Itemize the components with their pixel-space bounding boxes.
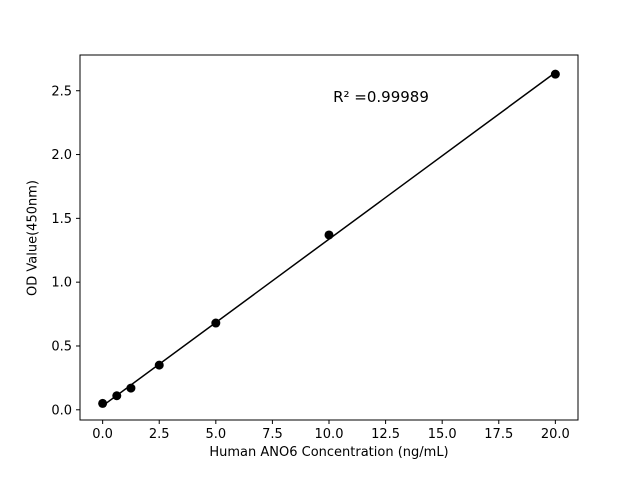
y-tick-label: 1.0 bbox=[51, 276, 72, 291]
data-point bbox=[126, 383, 136, 393]
x-tick-label: 0.0 bbox=[92, 427, 113, 442]
x-tick-label: 15.0 bbox=[428, 427, 457, 442]
data-point bbox=[98, 398, 108, 408]
y-tick-label: 1.5 bbox=[51, 212, 72, 227]
x-tick-label: 20.0 bbox=[541, 427, 570, 442]
y-tick-label: 2.5 bbox=[51, 84, 72, 99]
y-tick-label: 0.0 bbox=[51, 403, 72, 418]
data-point bbox=[112, 391, 122, 401]
y-tick-label: 2.0 bbox=[51, 148, 72, 163]
x-tick-label: 7.5 bbox=[262, 427, 283, 442]
y-tick-label: 0.5 bbox=[51, 340, 72, 355]
y-axis-label: OD Value(450nm) bbox=[25, 180, 41, 296]
data-point bbox=[211, 318, 221, 328]
r-squared-annotation: R² =0.99989 bbox=[333, 88, 429, 106]
x-tick-label: 10.0 bbox=[315, 427, 344, 442]
x-tick-label: 17.5 bbox=[484, 427, 513, 442]
x-tick-label: 5.0 bbox=[205, 427, 226, 442]
data-point bbox=[154, 360, 164, 370]
x-axis-label: Human ANO6 Concentration (ng/mL) bbox=[209, 445, 449, 460]
x-tick-label: 2.5 bbox=[149, 427, 170, 442]
data-point bbox=[324, 230, 334, 240]
data-point bbox=[550, 69, 560, 79]
x-tick-label: 12.5 bbox=[371, 427, 400, 442]
